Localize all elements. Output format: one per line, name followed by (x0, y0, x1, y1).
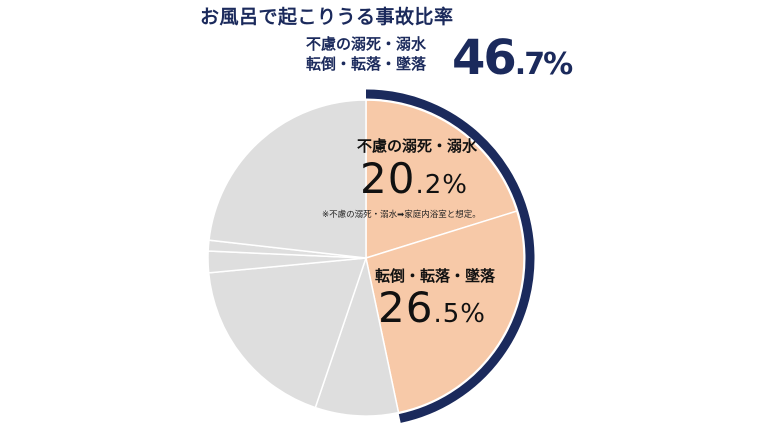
pie-slice-0 (365, 99, 518, 260)
falls-title: 転倒・転落・墜落 (375, 267, 496, 285)
drowning-note: ※不慮の溺死・溺水➡家庭内浴室と想定。 (322, 210, 481, 220)
total-value-int: 46 (452, 30, 517, 86)
drowning-value-int: 20 (360, 154, 416, 203)
chart-title: お風呂で起こりうる事故比率 (200, 6, 454, 28)
pie-slice-3 (207, 257, 368, 409)
total-value-dec: .7% (514, 47, 573, 82)
total-label: 不慮の溺死・溺水 転倒・転落・墜落 (306, 34, 426, 74)
falls-value-dec: .5% (433, 299, 486, 329)
falls-label: 転倒・転落・墜落 (375, 265, 495, 286)
total-label-line2: 転倒・転落・墜落 (306, 55, 427, 73)
total-label-line1: 不慮の溺死・溺水 (306, 35, 427, 53)
pie-slice-2 (314, 255, 400, 417)
drowning-value-dec: .2% (415, 170, 468, 200)
drowning-value: 20.2% (360, 154, 468, 203)
drowning-label: 不慮の溺死・溺水 (357, 135, 477, 156)
falls-value-int: 26 (378, 283, 434, 332)
pie-slice-1 (365, 210, 525, 414)
total-value: 46.7% (452, 30, 573, 86)
pie-slice-6 (208, 99, 367, 259)
falls-value: 26.5% (378, 283, 486, 332)
highlight-arc (365, 89, 535, 423)
drowning-title: 不慮の溺死・溺水 (357, 137, 478, 155)
